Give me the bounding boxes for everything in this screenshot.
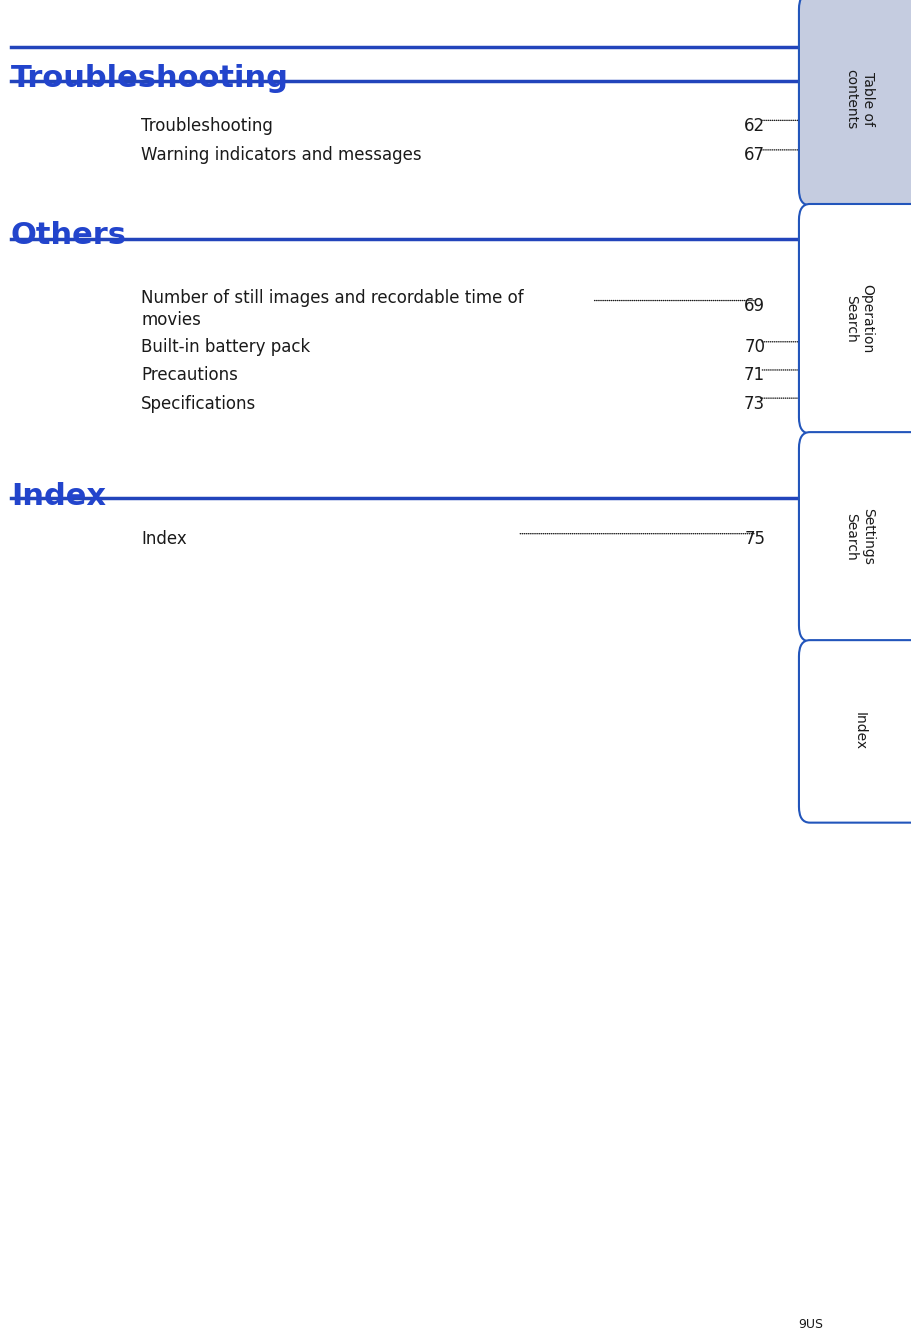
Text: Table of
contents: Table of contents [844,70,875,129]
Text: Number of still images and recordable time of
movies: Number of still images and recordable ti… [141,289,524,329]
Text: 70: 70 [744,338,765,356]
FancyBboxPatch shape [799,204,911,433]
Text: Troubleshooting: Troubleshooting [141,117,273,134]
Text: Precautions: Precautions [141,366,238,384]
Text: 73: 73 [744,395,765,412]
Text: 9US: 9US [798,1318,824,1331]
Text: Others: Others [11,221,127,251]
FancyBboxPatch shape [799,432,911,641]
Text: Index: Index [853,713,866,750]
Text: 71: 71 [744,366,765,384]
Text: 69: 69 [744,297,765,315]
Text: Specifications: Specifications [141,395,257,412]
Text: 62: 62 [744,117,765,134]
Text: Index: Index [141,530,187,548]
Text: Index: Index [11,482,106,511]
Text: Warning indicators and messages: Warning indicators and messages [141,146,422,164]
FancyBboxPatch shape [799,0,911,205]
Text: Built-in battery pack: Built-in battery pack [141,338,311,356]
Text: Operation
Search: Operation Search [844,285,875,353]
Text: 75: 75 [744,530,765,548]
FancyBboxPatch shape [799,640,911,823]
Text: Troubleshooting: Troubleshooting [11,64,289,94]
Text: Settings
Search: Settings Search [844,509,875,565]
Text: 67: 67 [744,146,765,164]
